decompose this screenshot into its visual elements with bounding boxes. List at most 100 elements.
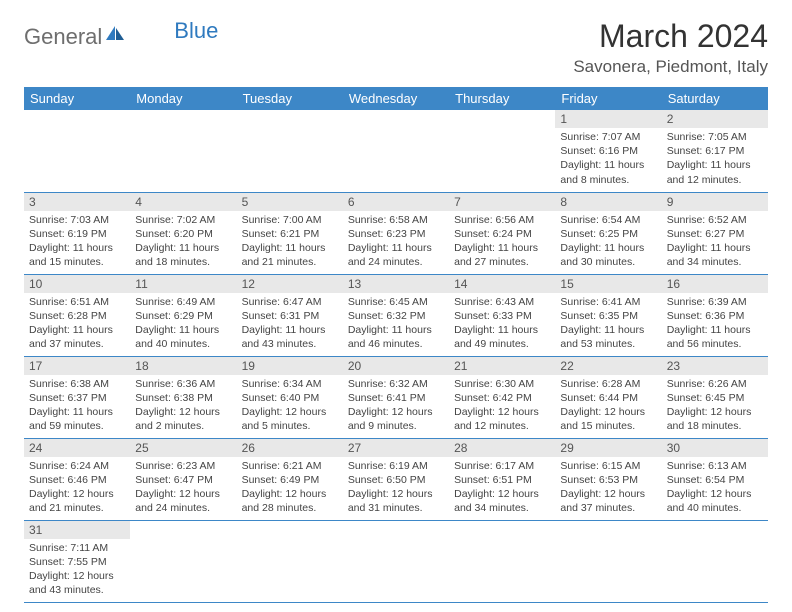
sunrise-text: Sunrise: 6:56 AM bbox=[454, 213, 550, 227]
daylight-text: Daylight: 12 hours and 28 minutes. bbox=[242, 487, 338, 515]
sunset-text: Sunset: 6:36 PM bbox=[667, 309, 763, 323]
sunset-text: Sunset: 6:19 PM bbox=[29, 227, 125, 241]
day-number bbox=[343, 110, 449, 128]
day-number bbox=[130, 521, 236, 539]
sunset-text: Sunset: 6:47 PM bbox=[135, 473, 231, 487]
calendar-cell: 2Sunrise: 7:05 AMSunset: 6:17 PMDaylight… bbox=[662, 110, 768, 192]
daylight-text: Daylight: 11 hours and 30 minutes. bbox=[560, 241, 656, 269]
day-number bbox=[662, 521, 768, 539]
day-number bbox=[24, 110, 130, 128]
weekday-header: Friday bbox=[555, 87, 661, 110]
daylight-text: Daylight: 11 hours and 21 minutes. bbox=[242, 241, 338, 269]
day-number: 8 bbox=[555, 193, 661, 211]
day-details: Sunrise: 6:45 AMSunset: 6:32 PMDaylight:… bbox=[343, 293, 449, 356]
daylight-text: Daylight: 11 hours and 53 minutes. bbox=[560, 323, 656, 351]
logo-sail-icon bbox=[104, 24, 126, 47]
calendar-cell: 7Sunrise: 6:56 AMSunset: 6:24 PMDaylight… bbox=[449, 192, 555, 274]
daylight-text: Daylight: 12 hours and 9 minutes. bbox=[348, 405, 444, 433]
sunset-text: Sunset: 6:35 PM bbox=[560, 309, 656, 323]
calendar-cell bbox=[237, 520, 343, 602]
sunrise-text: Sunrise: 7:00 AM bbox=[242, 213, 338, 227]
day-details: Sunrise: 6:54 AMSunset: 6:25 PMDaylight:… bbox=[555, 211, 661, 274]
day-number: 12 bbox=[237, 275, 343, 293]
day-number: 19 bbox=[237, 357, 343, 375]
day-number: 20 bbox=[343, 357, 449, 375]
day-details: Sunrise: 6:32 AMSunset: 6:41 PMDaylight:… bbox=[343, 375, 449, 438]
day-details: Sunrise: 7:03 AMSunset: 6:19 PMDaylight:… bbox=[24, 211, 130, 274]
daylight-text: Daylight: 11 hours and 37 minutes. bbox=[29, 323, 125, 351]
calendar-cell: 16Sunrise: 6:39 AMSunset: 6:36 PMDayligh… bbox=[662, 274, 768, 356]
daylight-text: Daylight: 11 hours and 46 minutes. bbox=[348, 323, 444, 351]
daylight-text: Daylight: 11 hours and 59 minutes. bbox=[29, 405, 125, 433]
calendar-cell: 5Sunrise: 7:00 AMSunset: 6:21 PMDaylight… bbox=[237, 192, 343, 274]
calendar-cell: 29Sunrise: 6:15 AMSunset: 6:53 PMDayligh… bbox=[555, 438, 661, 520]
weekday-header: Saturday bbox=[662, 87, 768, 110]
calendar-week-row: 1Sunrise: 7:07 AMSunset: 6:16 PMDaylight… bbox=[24, 110, 768, 192]
day-details: Sunrise: 7:05 AMSunset: 6:17 PMDaylight:… bbox=[662, 128, 768, 191]
calendar-cell: 24Sunrise: 6:24 AMSunset: 6:46 PMDayligh… bbox=[24, 438, 130, 520]
sunrise-text: Sunrise: 7:03 AM bbox=[29, 213, 125, 227]
daylight-text: Daylight: 12 hours and 34 minutes. bbox=[454, 487, 550, 515]
sunrise-text: Sunrise: 6:58 AM bbox=[348, 213, 444, 227]
daylight-text: Daylight: 11 hours and 15 minutes. bbox=[29, 241, 125, 269]
calendar-cell: 3Sunrise: 7:03 AMSunset: 6:19 PMDaylight… bbox=[24, 192, 130, 274]
day-number bbox=[343, 521, 449, 539]
calendar-cell bbox=[130, 110, 236, 192]
calendar-week-row: 31Sunrise: 7:11 AMSunset: 7:55 PMDayligh… bbox=[24, 520, 768, 602]
daylight-text: Daylight: 11 hours and 18 minutes. bbox=[135, 241, 231, 269]
sunset-text: Sunset: 6:42 PM bbox=[454, 391, 550, 405]
day-number: 25 bbox=[130, 439, 236, 457]
logo: General Blue bbox=[24, 24, 218, 50]
header: General Blue March 2024 Savonera, Piedmo… bbox=[24, 18, 768, 77]
day-details: Sunrise: 6:13 AMSunset: 6:54 PMDaylight:… bbox=[662, 457, 768, 520]
sunrise-text: Sunrise: 6:34 AM bbox=[242, 377, 338, 391]
day-number bbox=[237, 110, 343, 128]
calendar-cell: 21Sunrise: 6:30 AMSunset: 6:42 PMDayligh… bbox=[449, 356, 555, 438]
day-number bbox=[449, 521, 555, 539]
sunrise-text: Sunrise: 7:05 AM bbox=[667, 130, 763, 144]
sunset-text: Sunset: 6:21 PM bbox=[242, 227, 338, 241]
calendar-week-row: 10Sunrise: 6:51 AMSunset: 6:28 PMDayligh… bbox=[24, 274, 768, 356]
day-details: Sunrise: 6:52 AMSunset: 6:27 PMDaylight:… bbox=[662, 211, 768, 274]
weekday-header: Wednesday bbox=[343, 87, 449, 110]
calendar-cell: 25Sunrise: 6:23 AMSunset: 6:47 PMDayligh… bbox=[130, 438, 236, 520]
day-details: Sunrise: 6:56 AMSunset: 6:24 PMDaylight:… bbox=[449, 211, 555, 274]
day-number: 18 bbox=[130, 357, 236, 375]
sunrise-text: Sunrise: 6:28 AM bbox=[560, 377, 656, 391]
sunrise-text: Sunrise: 6:32 AM bbox=[348, 377, 444, 391]
day-number: 1 bbox=[555, 110, 661, 128]
calendar-cell: 22Sunrise: 6:28 AMSunset: 6:44 PMDayligh… bbox=[555, 356, 661, 438]
calendar-cell bbox=[555, 520, 661, 602]
calendar-cell: 6Sunrise: 6:58 AMSunset: 6:23 PMDaylight… bbox=[343, 192, 449, 274]
day-details: Sunrise: 7:02 AMSunset: 6:20 PMDaylight:… bbox=[130, 211, 236, 274]
sunset-text: Sunset: 7:55 PM bbox=[29, 555, 125, 569]
sunset-text: Sunset: 6:40 PM bbox=[242, 391, 338, 405]
day-details: Sunrise: 6:15 AMSunset: 6:53 PMDaylight:… bbox=[555, 457, 661, 520]
day-number: 21 bbox=[449, 357, 555, 375]
daylight-text: Daylight: 11 hours and 12 minutes. bbox=[667, 158, 763, 186]
daylight-text: Daylight: 12 hours and 40 minutes. bbox=[667, 487, 763, 515]
sunrise-text: Sunrise: 6:26 AM bbox=[667, 377, 763, 391]
sunset-text: Sunset: 6:46 PM bbox=[29, 473, 125, 487]
calendar-week-row: 24Sunrise: 6:24 AMSunset: 6:46 PMDayligh… bbox=[24, 438, 768, 520]
calendar-cell bbox=[449, 110, 555, 192]
daylight-text: Daylight: 12 hours and 43 minutes. bbox=[29, 569, 125, 597]
sunrise-text: Sunrise: 6:41 AM bbox=[560, 295, 656, 309]
weekday-header: Monday bbox=[130, 87, 236, 110]
sunset-text: Sunset: 6:54 PM bbox=[667, 473, 763, 487]
day-details: Sunrise: 6:47 AMSunset: 6:31 PMDaylight:… bbox=[237, 293, 343, 356]
day-details: Sunrise: 6:43 AMSunset: 6:33 PMDaylight:… bbox=[449, 293, 555, 356]
day-details: Sunrise: 6:24 AMSunset: 6:46 PMDaylight:… bbox=[24, 457, 130, 520]
day-details: Sunrise: 6:19 AMSunset: 6:50 PMDaylight:… bbox=[343, 457, 449, 520]
day-number: 22 bbox=[555, 357, 661, 375]
daylight-text: Daylight: 12 hours and 12 minutes. bbox=[454, 405, 550, 433]
daylight-text: Daylight: 11 hours and 40 minutes. bbox=[135, 323, 231, 351]
sunrise-text: Sunrise: 6:21 AM bbox=[242, 459, 338, 473]
daylight-text: Daylight: 12 hours and 18 minutes. bbox=[667, 405, 763, 433]
day-number: 16 bbox=[662, 275, 768, 293]
day-number: 14 bbox=[449, 275, 555, 293]
calendar-cell: 13Sunrise: 6:45 AMSunset: 6:32 PMDayligh… bbox=[343, 274, 449, 356]
day-number: 6 bbox=[343, 193, 449, 211]
daylight-text: Daylight: 12 hours and 31 minutes. bbox=[348, 487, 444, 515]
day-details: Sunrise: 6:58 AMSunset: 6:23 PMDaylight:… bbox=[343, 211, 449, 274]
